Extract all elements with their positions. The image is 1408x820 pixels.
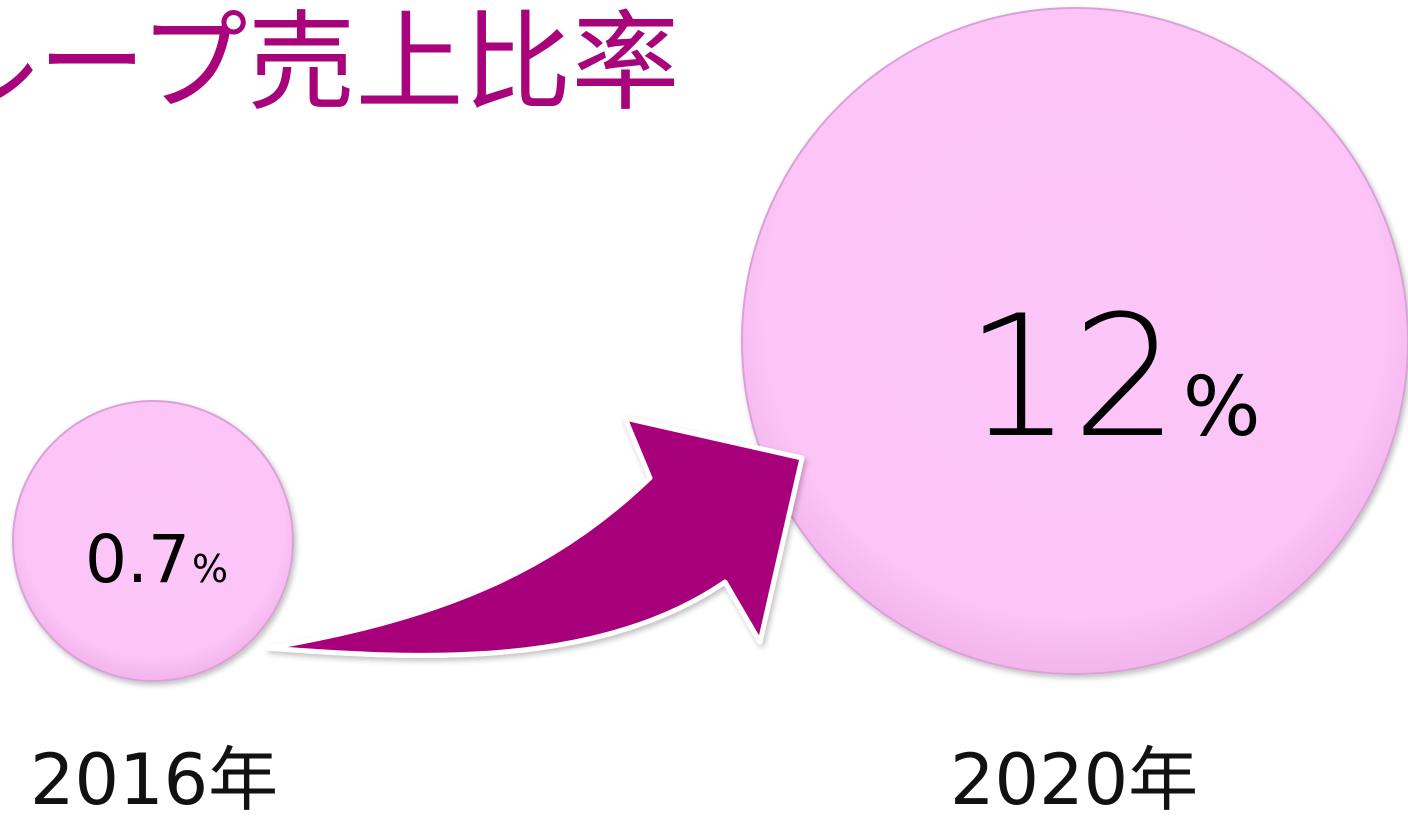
category-label-2020: 2020年: [950, 739, 1199, 820]
chart-title: ループ売上比率: [0, 1, 680, 126]
value-2020: 12: [965, 279, 1179, 475]
value-label-2020: 12%: [965, 282, 1261, 503]
bubble-2020: [741, 7, 1408, 675]
unit-2016: %: [191, 547, 229, 591]
value-2016: 0.7: [85, 521, 190, 598]
bubble-2016: [12, 400, 294, 682]
growth-arrow: [265, 415, 805, 658]
value-label-2016: 0.7%: [85, 520, 228, 609]
unit-2020: %: [1182, 360, 1261, 455]
category-label-2016: 2016年: [30, 739, 279, 820]
